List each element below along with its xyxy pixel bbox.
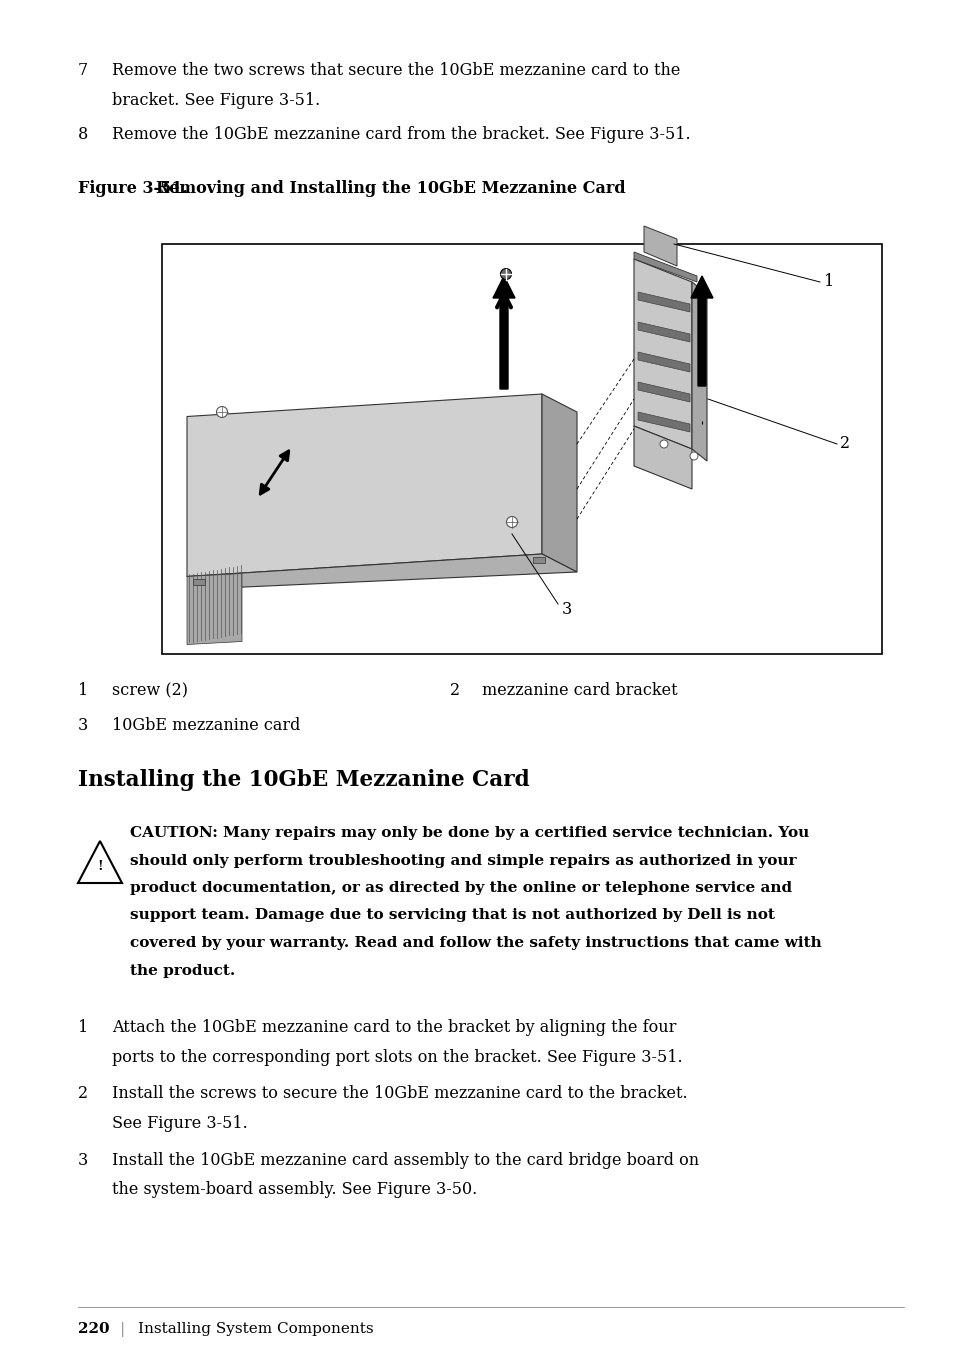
Text: Remove the two screws that secure the 10GbE mezzanine card to the: Remove the two screws that secure the 10… xyxy=(112,62,679,79)
Text: Install the 10GbE mezzanine card assembly to the card bridge board on: Install the 10GbE mezzanine card assembl… xyxy=(112,1152,699,1169)
Polygon shape xyxy=(541,394,577,571)
Text: Removing and Installing the 10GbE Mezzanine Card: Removing and Installing the 10GbE Mezzan… xyxy=(156,180,625,196)
Text: 3: 3 xyxy=(78,1152,89,1169)
Text: the system-board assembly. See Figure 3-50.: the system-board assembly. See Figure 3-… xyxy=(112,1182,476,1198)
Polygon shape xyxy=(187,574,242,645)
Text: 8: 8 xyxy=(78,126,89,144)
Bar xyxy=(193,580,205,585)
Polygon shape xyxy=(634,259,691,450)
Text: bracket. See Figure 3-51.: bracket. See Figure 3-51. xyxy=(112,92,320,110)
Text: 1: 1 xyxy=(823,274,833,291)
Text: mezzanine card bracket: mezzanine card bracket xyxy=(481,682,677,699)
Polygon shape xyxy=(638,352,689,372)
Polygon shape xyxy=(691,282,706,460)
Text: 220: 220 xyxy=(78,1322,110,1336)
Text: !: ! xyxy=(97,860,103,872)
Text: 7: 7 xyxy=(78,62,89,79)
Text: 10GbE mezzanine card: 10GbE mezzanine card xyxy=(112,718,300,734)
Circle shape xyxy=(689,452,698,460)
Circle shape xyxy=(216,406,227,417)
Text: |: | xyxy=(120,1322,125,1336)
Polygon shape xyxy=(638,322,689,343)
Polygon shape xyxy=(643,226,677,265)
Text: 3: 3 xyxy=(561,601,572,617)
Polygon shape xyxy=(638,292,689,311)
Text: 1: 1 xyxy=(78,682,89,699)
Polygon shape xyxy=(187,394,541,577)
Text: Install the screws to secure the 10GbE mezzanine card to the bracket.: Install the screws to secure the 10GbE m… xyxy=(112,1086,687,1102)
Text: covered by your warranty. Read and follow the safety instructions that came with: covered by your warranty. Read and follo… xyxy=(130,936,821,951)
Text: 2: 2 xyxy=(840,436,849,452)
Text: support team. Damage due to servicing that is not authorized by Dell is not: support team. Damage due to servicing th… xyxy=(130,909,774,922)
Text: 1: 1 xyxy=(78,1020,89,1036)
Polygon shape xyxy=(638,382,689,402)
Bar xyxy=(162,244,882,654)
Text: the product.: the product. xyxy=(130,964,235,978)
Polygon shape xyxy=(634,427,691,489)
Polygon shape xyxy=(78,841,122,883)
Text: product documentation, or as directed by the online or telephone service and: product documentation, or as directed by… xyxy=(130,881,791,895)
Text: See Figure 3-51.: See Figure 3-51. xyxy=(112,1114,248,1132)
Bar xyxy=(533,556,544,563)
Text: 3: 3 xyxy=(78,718,89,734)
Circle shape xyxy=(506,516,517,528)
Circle shape xyxy=(659,440,667,448)
Text: screw (2): screw (2) xyxy=(112,682,188,699)
Text: Installing System Components: Installing System Components xyxy=(138,1322,374,1336)
Text: CAUTION: Many repairs may only be done by a certified service technician. You: CAUTION: Many repairs may only be done b… xyxy=(130,826,808,839)
Text: should only perform troubleshooting and simple repairs as authorized in your: should only perform troubleshooting and … xyxy=(130,853,796,868)
Circle shape xyxy=(500,268,511,279)
Text: 2: 2 xyxy=(450,682,459,699)
Text: 2: 2 xyxy=(78,1086,88,1102)
Polygon shape xyxy=(187,554,577,589)
Text: Attach the 10GbE mezzanine card to the bracket by aligning the four: Attach the 10GbE mezzanine card to the b… xyxy=(112,1020,676,1036)
Text: Installing the 10GbE Mezzanine Card: Installing the 10GbE Mezzanine Card xyxy=(78,769,529,791)
FancyArrow shape xyxy=(690,276,712,386)
Text: Figure 3-51.: Figure 3-51. xyxy=(78,180,188,196)
Polygon shape xyxy=(638,412,689,432)
FancyArrow shape xyxy=(493,276,515,389)
Text: ports to the corresponding port slots on the bracket. See Figure 3-51.: ports to the corresponding port slots on… xyxy=(112,1048,682,1066)
Polygon shape xyxy=(634,252,697,282)
Text: Remove the 10GbE mezzanine card from the bracket. See Figure 3-51.: Remove the 10GbE mezzanine card from the… xyxy=(112,126,690,144)
